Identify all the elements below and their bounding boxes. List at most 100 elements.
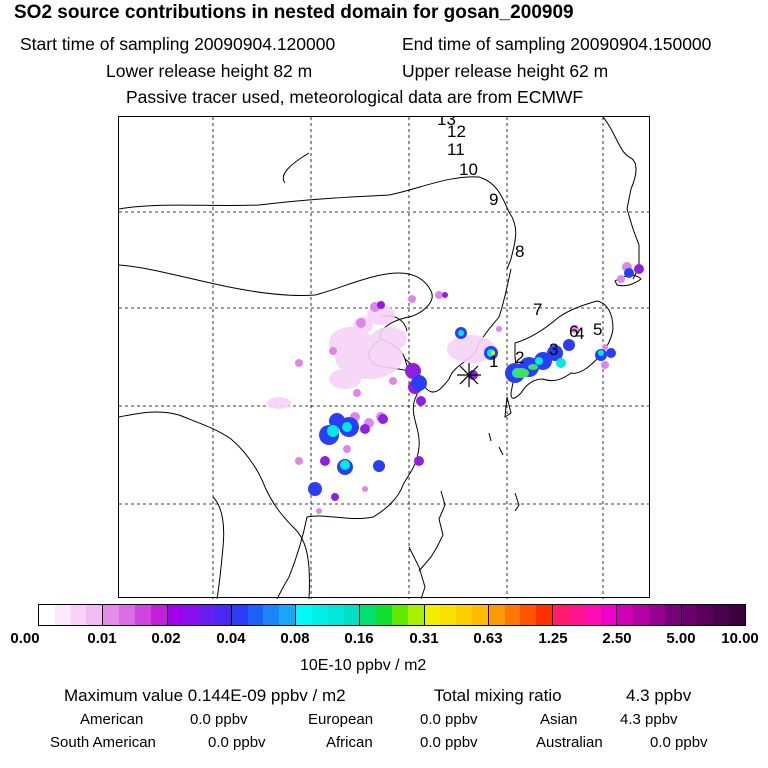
colorbar-tick: 5.00: [666, 630, 696, 647]
colorbar-unit: 10E-10 ppbv / m2: [300, 657, 427, 674]
colorbar-swatch: [327, 605, 344, 625]
colorbar-swatch: [279, 605, 296, 625]
colorbar-swatch: [247, 605, 264, 625]
european-value: 0.0 ppbv: [420, 711, 478, 728]
trajectory-label: 13: [437, 117, 456, 129]
colorbar-cell: [103, 605, 168, 625]
trajectory-label: 4: [575, 324, 584, 343]
colorbar-swatch: [263, 605, 280, 625]
colorbar-swatch: [440, 605, 457, 625]
colorbar-swatch: [360, 605, 377, 625]
trajectory-label: 5: [593, 320, 602, 339]
colorbar-tick: 1.25: [538, 630, 568, 647]
asian-value: 4.3 ppbv: [620, 711, 678, 728]
colorbar-swatch: [39, 605, 55, 625]
colorbar-tick: 0.04: [216, 630, 246, 647]
colorbar-swatch: [199, 605, 215, 625]
colorbar-swatch: [536, 605, 553, 625]
colorbar-cell: [681, 605, 745, 625]
trajectory-label: 11: [447, 140, 465, 159]
colorbar-tick: 0.63: [473, 630, 503, 647]
colorbar-swatch: [664, 605, 681, 625]
american-label: American: [80, 711, 144, 728]
colorbar-swatch: [568, 605, 585, 625]
trajectory-label: 8: [515, 242, 524, 261]
asian-label: Asian: [540, 711, 578, 728]
trajectory-label: 9: [489, 190, 498, 209]
colorbar-cell: [360, 605, 425, 625]
colorbar-swatch: [633, 605, 650, 625]
receptor-marker-icon: [457, 363, 481, 387]
colorbar-swatch: [649, 605, 665, 625]
colorbar-cell: [167, 605, 232, 625]
colorbar-tick: 0.08: [280, 630, 310, 647]
south-american-label: South American: [50, 734, 156, 751]
colorbar-swatch: [729, 605, 745, 625]
end-time-label: End time of sampling 20090904.150000: [402, 34, 712, 54]
african-label: African: [326, 734, 373, 751]
colorbar-swatch: [407, 605, 424, 625]
colorbar-tick: 0.02: [151, 630, 181, 647]
australian-label: Australian: [536, 734, 603, 751]
colorbar-swatch: [456, 605, 473, 625]
max-value-label: Maximum value 0.144E-09 ppbv / m2: [64, 686, 346, 705]
colorbar-swatch: [520, 605, 537, 625]
colorbar-swatch: [553, 605, 569, 625]
colorbar-swatch: [296, 605, 312, 625]
european-label: European: [308, 711, 374, 728]
colorbar-swatch: [376, 605, 392, 625]
colorbar-swatch: [697, 605, 714, 625]
trajectory-label: 3: [549, 340, 558, 359]
colorbar-cell: [553, 605, 618, 625]
concentration-field: [267, 262, 644, 514]
colorbar-swatch: [617, 605, 634, 625]
trajectory-label: 12: [447, 122, 466, 141]
colorbar-cell: [488, 605, 554, 625]
lower-release-label: Lower release height 82 m: [106, 61, 313, 81]
australian-value: 0.0 ppbv: [650, 734, 708, 751]
colorbar-cell: [231, 605, 297, 625]
colorbar-swatch: [488, 605, 505, 625]
colorbar-swatch: [504, 605, 521, 625]
colorbar-swatch: [167, 605, 184, 625]
colorbar-cell: [424, 605, 489, 625]
colorbar-tick: 10.00: [721, 630, 759, 647]
colorbar-tick: 0.00: [10, 630, 40, 647]
map-panel: 1 2 3 4 5 6 7 8 9 10 11 12 13: [118, 116, 651, 599]
colorbar-swatch: [343, 605, 360, 625]
colorbar-swatch: [231, 605, 248, 625]
page-title: SO2 source contributions in nested domai…: [14, 2, 574, 23]
african-value: 0.0 ppbv: [420, 734, 478, 751]
american-value: 0.0 ppbv: [190, 711, 248, 728]
colorbar-tick: 0.16: [344, 630, 374, 647]
colorbar-swatch: [70, 605, 87, 625]
colorbar-swatch: [424, 605, 441, 625]
colorbar-swatch: [600, 605, 617, 625]
colorbar-tick: 2.50: [602, 630, 632, 647]
colorbar-swatch: [103, 605, 120, 625]
colorbar-swatch: [584, 605, 601, 625]
south-american-value: 0.0 ppbv: [208, 734, 266, 751]
start-time-label: Start time of sampling 20090904.120000: [20, 34, 336, 54]
colorbar-swatch: [150, 605, 167, 625]
colorbar-swatch: [681, 605, 698, 625]
trajectory-label: 6: [569, 322, 578, 341]
map-canvas: 1 2 3 4 5 6 7 8 9 10 11 12 13: [119, 117, 651, 599]
total-mixing-value: 4.3 ppbv: [626, 686, 692, 705]
trajectory-label: 10: [459, 160, 478, 179]
colorbar-swatch: [183, 605, 200, 625]
colorbar-swatch: [311, 605, 328, 625]
colorbar-cell: [39, 605, 104, 625]
colorbar-swatch: [214, 605, 231, 625]
colorbar-swatch: [134, 605, 151, 625]
tracer-note: Passive tracer used, meteorological data…: [126, 87, 584, 107]
colorbar-tick: 0.01: [87, 630, 117, 647]
colorbar-swatch: [472, 605, 488, 625]
colorbar-swatch: [54, 605, 71, 625]
colorbar-tick: 0.31: [409, 630, 439, 647]
trajectory-label: 2: [515, 348, 524, 367]
colorbar-cell: [617, 605, 682, 625]
colorbar-swatch: [391, 605, 408, 625]
colorbar: [38, 604, 746, 626]
trajectory-labels: 1 2 3 4 5 6 7 8 9 10 11 12 13: [437, 117, 602, 371]
